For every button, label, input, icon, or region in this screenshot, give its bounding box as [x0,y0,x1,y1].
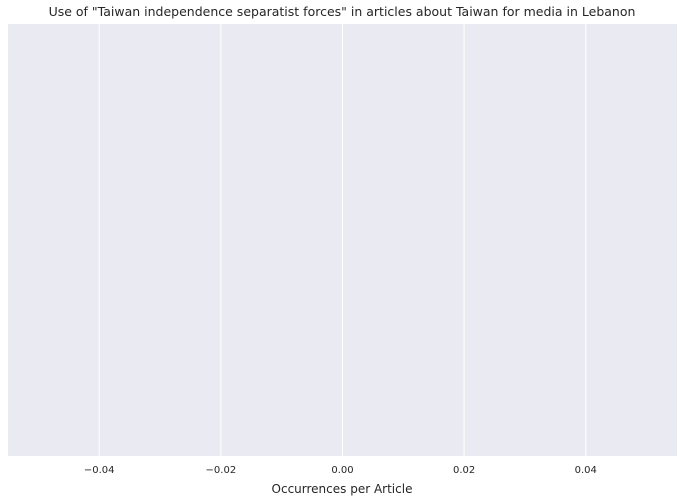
x-tick-label: 0.02 [453,465,475,476]
x-tick-label: 0.00 [331,465,353,476]
chart-title: Use of "Taiwan independence separatist f… [49,4,636,19]
x-tick-label: −0.04 [84,465,115,476]
x-tick-label: −0.02 [206,465,237,476]
x-tick-label: 0.04 [575,465,597,476]
x-axis-label: Occurrences per Article [272,482,413,496]
grid-lines [98,24,587,456]
x-axis-ticks: −0.04 −0.02 0.00 0.02 0.04 [84,465,597,476]
